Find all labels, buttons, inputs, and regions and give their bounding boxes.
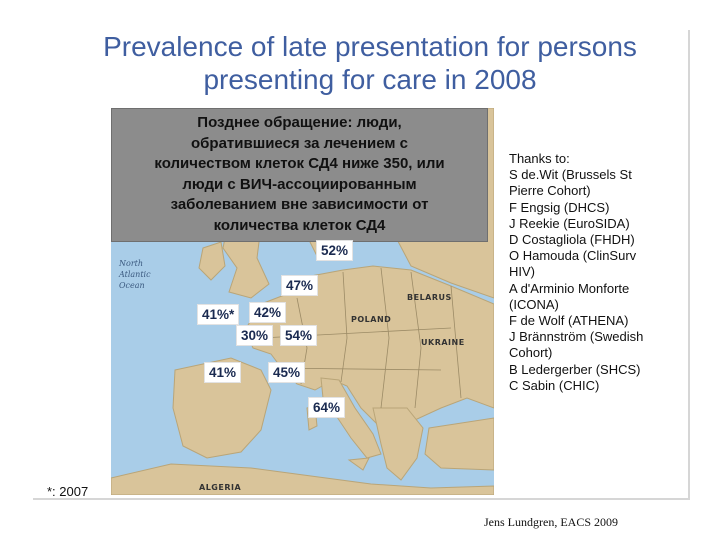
percentage-label: 47% xyxy=(281,275,319,296)
thanks-line: F de Wolf (ATHENA) xyxy=(509,313,629,329)
country-label-algeria: ALGERIA xyxy=(199,483,242,492)
country-label-ukraine: UKRAINE xyxy=(421,338,465,347)
definition-line: Позднее обращение: люди, xyxy=(197,114,402,131)
thanks-line: B Ledergerber (SHCS) xyxy=(509,361,641,377)
acknowledgements: Thanks to: S de.Wit (Brussels St Pierre … xyxy=(509,151,699,394)
ocean-label: North Atlantic Ocean xyxy=(119,258,151,291)
definition-line: количества клеток СД4 xyxy=(213,216,386,234)
ocean-label-line: Atlantic xyxy=(119,270,151,279)
thanks-line: D Costagliola (FHDH) xyxy=(509,232,635,248)
author-credit: Jens Lundgren, EACS 2009 xyxy=(484,515,618,529)
thanks-line: Cohort) xyxy=(509,345,553,361)
definition-line: количеством клеток СД4 ниже 350, или xyxy=(154,155,445,172)
percentage-label: 41%* xyxy=(197,304,240,325)
thanks-line: O Hamouda (ClinSurv xyxy=(509,248,637,264)
footnote: *: 2007 xyxy=(47,484,89,499)
ocean-label-line: North xyxy=(119,259,144,268)
thanks-line: S de.Wit (Brussels St xyxy=(509,167,632,183)
percentage-label: 54% xyxy=(280,325,318,346)
percentage-label: 52% xyxy=(316,240,354,261)
thanks-line: (ICONA) xyxy=(509,296,559,312)
slide-title: Prevalence of late presentation for pers… xyxy=(60,30,680,96)
thanks-line: Thanks to: xyxy=(509,151,570,166)
percentage-label: 41% xyxy=(204,362,242,383)
thanks-line: C Sabin (CHIC) xyxy=(509,377,600,393)
percentage-label: 45% xyxy=(268,362,306,383)
title-line-2: presenting for care in 2008 xyxy=(203,64,537,95)
thanks-line: J Brännström (Swedish xyxy=(509,329,644,345)
country-label-poland: POLAND xyxy=(351,315,392,324)
ocean-label-line: Ocean xyxy=(119,281,145,290)
definition-line: обратившиеся за лечением с xyxy=(190,134,408,152)
title-line-1: Prevalence of late presentation for pers… xyxy=(103,31,637,62)
thanks-line: F Engsig (DHCS) xyxy=(509,199,610,215)
country-label-belarus: BELARUS xyxy=(407,293,452,302)
percentage-label: 30% xyxy=(236,325,274,346)
thanks-line: Pierre Cohort) xyxy=(509,183,591,199)
definition-line: люди с ВИЧ-ассоциированным xyxy=(182,175,417,193)
percentage-label: 64% xyxy=(308,397,346,418)
definition-line: заболеванием вне зависимости от xyxy=(170,196,429,213)
thanks-line: HIV) xyxy=(509,264,535,280)
thanks-line: A d'Arminio Monforte xyxy=(509,280,630,296)
percentage-label: 42% xyxy=(249,302,287,323)
thanks-line: J Reekie (EuroSIDA) xyxy=(509,215,630,231)
definition-box: Позднее обращение: люди, обратившиеся за… xyxy=(111,108,488,242)
